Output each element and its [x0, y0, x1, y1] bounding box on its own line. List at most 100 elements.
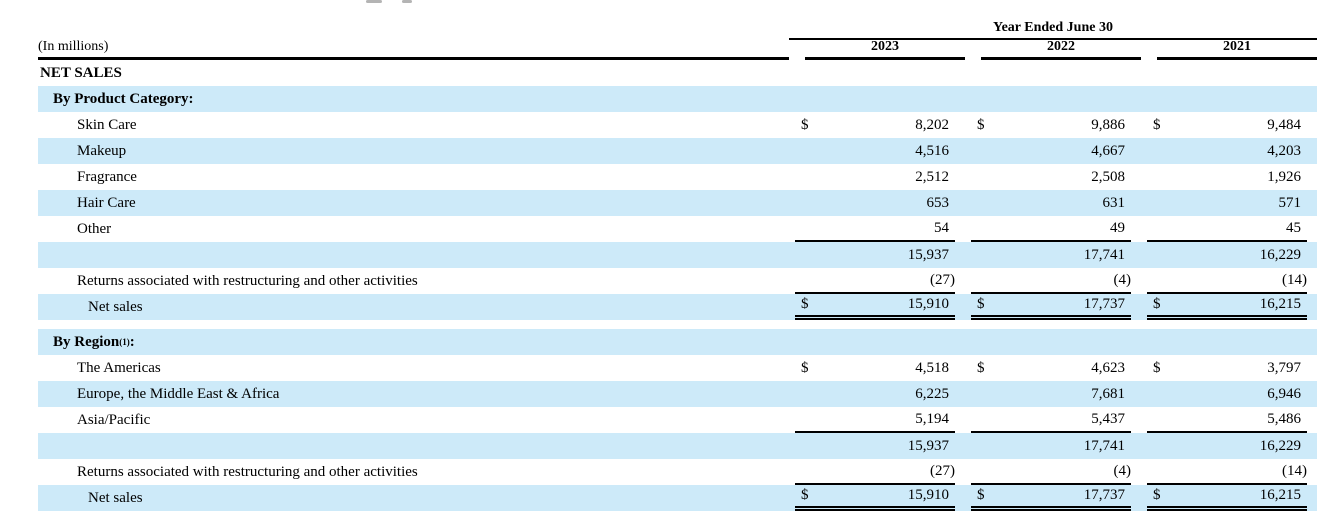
table-row: Hair Care 653 631 571 — [38, 190, 1317, 216]
amount-2022: 4,623 — [1091, 359, 1125, 376]
group-heading-row: By Region (1): — [38, 329, 1317, 355]
amount-2023: 5,194 — [915, 410, 949, 427]
table-row: Skin Care $8,202 $9,886 $9,484 — [38, 112, 1317, 138]
row-label: Europe, the Middle East & Africa — [77, 385, 280, 402]
table-row: Returns associated with restructuring an… — [38, 268, 1317, 294]
amount-2021: 9,484 — [1267, 116, 1301, 133]
row-label: By Region (1): — [53, 333, 135, 350]
value-cell-2023: 2,512 — [795, 164, 955, 190]
value-cell-2023: (27) — [795, 268, 955, 294]
value-cell-2023: 54 — [795, 216, 955, 242]
amount-2022: 17,741 — [1083, 437, 1125, 454]
amount-2023: 15,910 — [907, 487, 949, 503]
dollar-sign: $ — [801, 359, 809, 376]
amount-2021: (14) — [1282, 462, 1307, 479]
table-row: Returns associated with restructuring an… — [38, 459, 1317, 485]
amount-2023: 15,937 — [907, 246, 949, 263]
row-label: Returns associated with restructuring an… — [77, 463, 418, 480]
row-label — [38, 433, 779, 459]
amount-2021: 1,926 — [1267, 168, 1301, 185]
value-cell-2023: 6,225 — [795, 381, 955, 407]
value-cell-2022: $4,623 — [971, 355, 1131, 381]
amount-2021: 3,797 — [1267, 359, 1301, 376]
amount-2023: 8,202 — [915, 116, 949, 133]
row-label — [38, 242, 779, 268]
value-cell-2022: $17,737 — [971, 485, 1131, 511]
row-label: The Americas — [77, 359, 161, 376]
amount-2022: 631 — [1102, 194, 1126, 211]
row-label: Asia/Pacific — [77, 411, 151, 428]
value-cell-2023: $15,910 — [795, 485, 955, 511]
dollar-sign: $ — [1153, 487, 1161, 503]
dollar-sign: $ — [977, 359, 985, 376]
period-header: Year Ended June 30 — [789, 21, 1317, 40]
value-cell-2021: $16,215 — [1147, 485, 1307, 511]
table-header-years-row: (In millions) 2023 2022 2021 — [38, 40, 1317, 60]
value-cell-2023: 5,194 — [795, 407, 955, 433]
value-cell-2023: 653 — [795, 190, 955, 216]
amount-2021: 16,229 — [1259, 437, 1301, 454]
table-row: 15,937 17,741 16,229 — [38, 433, 1317, 459]
amount-2023: (27) — [930, 462, 955, 479]
table-row: Net sales $15,910 $17,737 $16,215 — [38, 485, 1317, 511]
value-cell-2023: 15,937 — [795, 433, 955, 459]
amount-2021: 4,203 — [1267, 142, 1301, 159]
table-row: The Americas $4,518 $4,623 $3,797 — [38, 355, 1317, 381]
dollar-sign: $ — [1153, 296, 1161, 312]
year-column-2022: 2022 — [981, 40, 1141, 60]
row-label: Net sales — [88, 489, 143, 506]
row-label: Makeup — [77, 142, 127, 159]
dollar-sign: $ — [977, 296, 985, 312]
amount-2023: (27) — [930, 271, 955, 288]
year-column-2021: 2021 — [1157, 40, 1317, 60]
dollar-sign: $ — [977, 116, 985, 133]
dollar-sign: $ — [801, 487, 809, 503]
amount-2022: 9,886 — [1091, 116, 1125, 133]
amount-2023: 653 — [926, 194, 950, 211]
table-row: Makeup 4,516 4,667 4,203 — [38, 138, 1317, 164]
value-cell-2021: 45 — [1147, 216, 1307, 242]
section-title-row: NET SALES — [38, 60, 1317, 86]
amount-2021: 16,229 — [1259, 246, 1301, 263]
dollar-sign: $ — [801, 296, 809, 312]
value-cell-2021: 16,229 — [1147, 433, 1307, 459]
amount-2022: (4) — [1113, 271, 1132, 288]
value-cell-2022: 2,508 — [971, 164, 1131, 190]
amount-2021: 571 — [1278, 194, 1302, 211]
amount-2022: 49 — [1110, 219, 1125, 236]
table-row: Net sales $15,910 $17,737 $16,215 — [38, 294, 1317, 320]
dollar-sign: $ — [1153, 116, 1161, 133]
value-cell-2022: (4) — [971, 268, 1131, 294]
value-cell-2023: (27) — [795, 459, 955, 485]
amount-2021: 6,946 — [1267, 385, 1301, 402]
row-label: Other — [77, 220, 112, 237]
year-column-2023: 2023 — [805, 40, 965, 60]
dollar-sign: $ — [1153, 359, 1161, 376]
value-cell-2022: 17,741 — [971, 433, 1131, 459]
value-cell-2021: (14) — [1147, 268, 1307, 294]
units-label: (In millions) — [38, 40, 789, 60]
value-cell-2022: 17,741 — [971, 242, 1131, 268]
amount-2022: 17,737 — [1083, 296, 1125, 312]
amount-2021: 5,486 — [1267, 410, 1301, 427]
dollar-sign: $ — [977, 487, 985, 503]
value-cell-2022: $17,737 — [971, 294, 1131, 320]
table-row: 15,937 17,741 16,229 — [38, 242, 1317, 268]
value-cell-2023: $15,910 — [795, 294, 955, 320]
value-cell-2023: $8,202 — [795, 112, 955, 138]
amount-2022: 7,681 — [1091, 385, 1125, 402]
amount-2021: 16,215 — [1259, 487, 1301, 503]
dollar-sign: $ — [801, 116, 809, 133]
table-row: Other 54 49 45 — [38, 216, 1317, 242]
table-header-period-row: Year Ended June 30 — [38, 14, 1317, 40]
amount-2023: 2,512 — [915, 168, 949, 185]
row-label: Skin Care — [77, 116, 137, 133]
cropped-text-artifact — [366, 0, 412, 3]
amount-2023: 6,225 — [915, 385, 949, 402]
amount-2023: 15,910 — [907, 296, 949, 312]
value-cell-2022: (4) — [971, 459, 1131, 485]
section-gap — [38, 320, 1317, 329]
value-cell-2021: 6,946 — [1147, 381, 1307, 407]
value-cell-2022: 7,681 — [971, 381, 1131, 407]
